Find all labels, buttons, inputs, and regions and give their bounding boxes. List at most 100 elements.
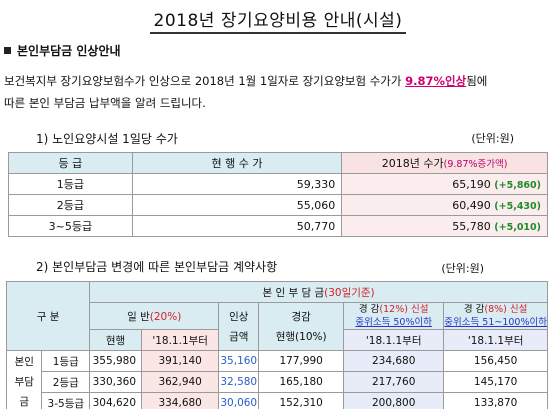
row-group-l2: 부담 [14,376,34,388]
table1-unit: (단위:원) [471,132,514,145]
table-row: 2등급 330,360 362,940 32,580 165,180 217,7… [7,371,548,393]
cell-grade: 3~5등급 [8,215,133,237]
cell-from: 391,140 [141,350,220,372]
header-grade: 등 급 [8,152,133,174]
cell-current: 50,770 [131,215,343,237]
cell-reduced-12: 234,680 [343,350,445,372]
cell-grade: 1등급 [8,173,133,195]
cell-reduced: 152,310 [258,392,345,409]
cell-new-value: 65,190 [452,177,491,191]
header-increase-l2: 금액 [229,330,249,343]
table1-heading: 1) 노인요양시설 1일당 수가 [36,132,178,146]
intro-line-1-pre: 보건복지부 장기요양보험수가 인상으로 2018년 1월 1일자로 장기요양보험… [4,74,406,88]
header-current: 현행 [89,329,143,351]
header-reduced-12-note: (12%) [379,304,408,315]
cell-current: 355,980 [89,350,143,372]
copay-table: 구 분 본 인 부 담 금(30일기준) 일 반(20%) 인상 금액 경감 현행(… [5,281,548,409]
header-current-fee: 현 행 수 가 [131,152,343,174]
copay-header-row-3: 현행 '18.1.1부터 '18.1.1부터 '18.1.1부터 [7,329,548,351]
header-increase-l1: 인상 [229,310,249,323]
title-wrap: 2018년 장기요양비용 안내(시설) [0,6,556,34]
cell-reduced-12: 200,800 [343,392,445,409]
intro-highlight: 9.87%인상 [405,74,467,88]
header-reduced-l2: 현행(10%) [275,330,327,343]
section-heading-text: 본인부담금 인상안내 [17,44,121,58]
header-2018-fee-label: 2018년 수가 [381,157,444,170]
header-reduced-12-pre: 경 감 [358,304,380,315]
cell-reduced-12: 217,760 [343,371,445,393]
header-reduced-8-post: 신설 [506,304,528,315]
cell-grade: 3-5등급 [41,392,91,409]
cell-new: 55,780 (+5,010) [341,215,548,237]
header-reduced-12-sub: 중위소득 50%이하 [355,317,432,328]
intro-line-2: 따른 본인 부담금 납부액을 알려 드립니다. [4,96,206,110]
cell-current: 59,330 [131,173,343,195]
header-general-note: (20%) [149,310,182,323]
header-copay-note: (30일기준) [324,286,375,299]
intro-paragraph: 보건복지부 장기요양보험수가 인상으로 2018년 1월 1일자로 장기요양보험… [4,70,552,114]
header-copay: 본 인 부 담 금(30일기준) [89,281,548,303]
header-reduced-8-note: (8%) [484,304,507,315]
intro-line-1-post: 됨에 [466,74,488,88]
cell-current: 55,060 [131,194,343,216]
header-reduced-8-date: '18.1.1부터 [443,329,548,351]
header-reduced-12-title: 경 감(12%) 신설 [344,303,443,316]
header-2018-fee: 2018년 수가(9.87%증가액) [341,152,548,174]
copay-header-row-2: 일 반(20%) 인상 금액 경감 현행(10%) 경 감(12%) 신설 중위소득 … [7,302,548,351]
header-2018-fee-note: (9.87%증가액) [443,159,508,170]
header-reduced-8-sub: 중위소득 51~100%이하 [444,317,547,328]
row-group-l1: 본인 [14,356,34,368]
cell-grade: 2등급 [8,194,133,216]
table-row: 3-5등급 304,620 334,680 30,060 152,310 200… [7,392,548,409]
table2-heading: 2) 본인부담금 변경에 따른 본인부담금 계약사항 [36,260,278,274]
cell-new: 65,190 (+5,860) [341,173,548,195]
header-reduced-8-pre: 경 감 [463,304,485,315]
cell-reduced-8: 133,870 [443,392,548,409]
cell-current: 304,620 [89,392,143,409]
cell-increase: (+5,860) [494,179,541,191]
fee-table-header: 등 급 현 행 수 가 2018년 수가(9.87%증가액) [8,152,548,174]
table2-unit: (단위:원) [441,262,484,275]
fee-table: 등 급 현 행 수 가 2018년 수가(9.87%증가액) 1등급 59,33… [8,152,548,237]
cell-increase: 30,060 [218,392,260,409]
cell-from: 334,680 [141,392,220,409]
square-bullet-icon [4,47,11,54]
header-reduced-8: 경 감(8%) 신설 중위소득 51~100%이하 [443,302,548,330]
cell-new: 60,490 (+5,430) [341,194,548,216]
header-reduced-l1: 경감 [291,310,311,323]
cell-new-value: 55,780 [452,219,491,233]
cell-grade: 1등급 [41,350,91,372]
cell-new-value: 60,490 [452,198,491,212]
header-reduced-12-date: '18.1.1부터 [343,329,445,351]
cell-increase: (+5,430) [494,200,541,212]
cell-increase: 32,580 [218,371,260,393]
table-row: 3~5등급 50,770 55,780 (+5,010) [8,215,548,237]
row-group-l3: 금 [19,396,30,408]
header-reduced-12: 경 감(12%) 신설 중위소득 50%이하 [343,302,445,330]
cell-reduced-8: 156,450 [443,350,548,372]
cell-reduced: 177,990 [258,350,345,372]
section-heading: 본인부담금 인상안내 [4,42,121,59]
header-copay-text: 본 인 부 담 금 [262,286,325,299]
copay-header-row-1: 구 분 본 인 부 담 금(30일기준) [5,281,548,351]
cell-from: 362,940 [141,371,220,393]
header-reduced-12-post: 신설 [407,304,429,315]
cell-current: 330,360 [89,371,143,393]
header-reduced-8-title: 경 감(8%) 신설 [444,303,547,316]
table-row: 1등급 59,330 65,190 (+5,860) [8,173,548,195]
intro-line-1: 보건복지부 장기요양보험수가 인상으로 2018년 1월 1일자로 장기요양보험… [4,70,552,92]
cell-increase: 35,160 [218,350,260,372]
header-general-text: 일 반 [127,310,150,323]
header-general: 일 반(20%) [89,302,220,330]
cell-reduced: 165,180 [258,371,345,393]
cell-reduced-8: 145,170 [443,371,548,393]
cell-increase: (+5,010) [494,221,541,233]
header-division: 구 분 [5,281,91,351]
table-row: 2등급 55,060 60,490 (+5,430) [8,194,548,216]
header-from-date: '18.1.1부터 [141,329,220,351]
cell-grade: 2등급 [41,371,91,393]
